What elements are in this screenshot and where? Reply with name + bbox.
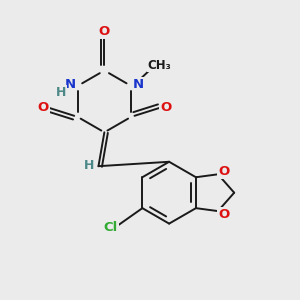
Text: O: O (218, 165, 230, 178)
Text: O: O (160, 101, 171, 114)
Text: N: N (65, 78, 76, 91)
Text: O: O (38, 101, 49, 114)
Text: H: H (84, 159, 94, 172)
Text: Cl: Cl (104, 221, 118, 234)
Text: O: O (218, 208, 230, 220)
Text: O: O (99, 25, 110, 38)
Text: N: N (133, 78, 144, 91)
Text: H: H (56, 86, 67, 99)
Text: CH₃: CH₃ (148, 58, 172, 72)
